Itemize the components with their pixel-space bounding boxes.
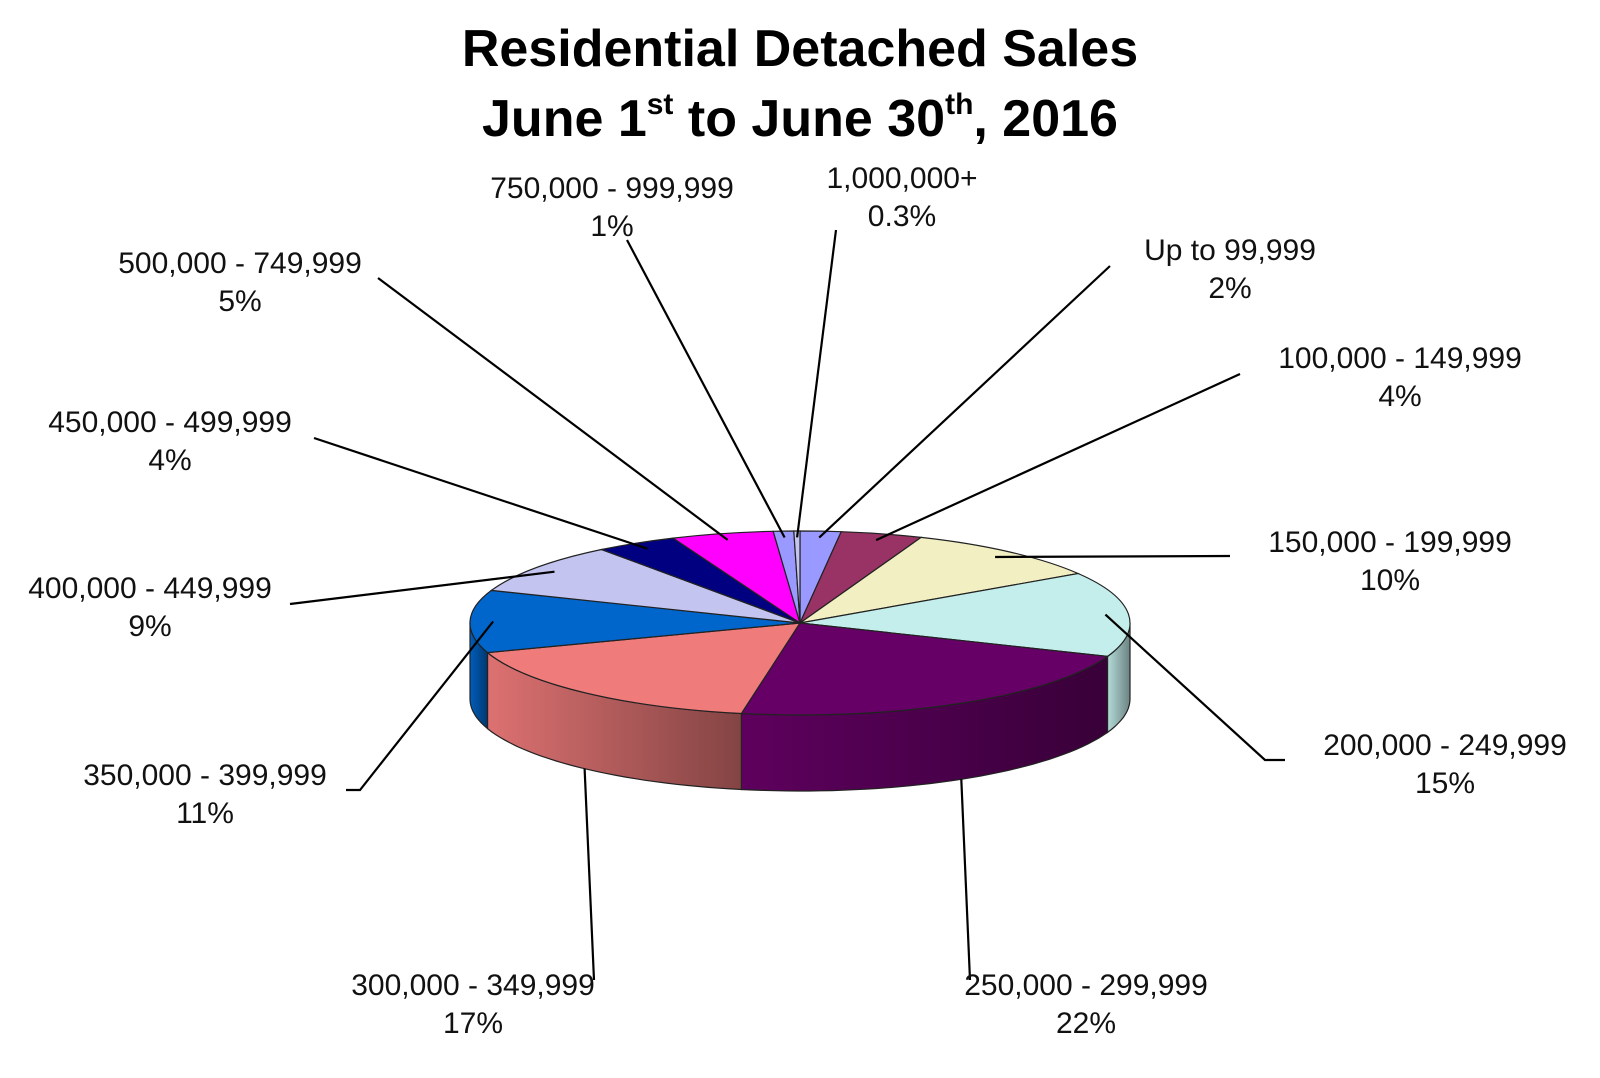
slice-percent-9: 4% [148,444,191,477]
slice-label-8: 400,000 - 449,999 [28,572,272,605]
leader-line-4 [1104,613,1285,762]
slice-label-1: Up to 99,999 [1144,234,1316,267]
slice-percent-11: 1% [590,210,633,243]
slice-7 [469,589,801,654]
slice-percent-5: 22% [1056,1007,1116,1040]
slice-percent-4: 15% [1415,767,1475,800]
leader-lines [289,229,1285,981]
slice-percent-12: 0.3% [868,200,936,233]
title-date-end: to June 30 [673,90,945,148]
slice-8 [489,548,801,624]
slice-label-3: 150,000 - 199,999 [1268,526,1512,559]
leader-line-12 [796,229,838,538]
slice-label-4: 200,000 - 249,999 [1323,729,1567,762]
title-line-1: Residential Detached Sales [462,20,1138,78]
title-sup-st: st [647,88,674,121]
slice-label-6: 300,000 - 349,999 [351,969,595,1002]
slice-percent-2: 4% [1378,380,1421,413]
leader-line-8 [289,570,555,606]
leader-line-3 [995,554,1231,559]
slice-label-7: 350,000 - 399,999 [83,759,327,792]
leader-line-9 [313,436,648,550]
slice-3 [799,536,1081,624]
slice-5 [740,622,1110,716]
leader-line-10 [377,277,729,541]
pie-slices [469,530,1131,716]
title-line-2: June 1st to June 30th, 2016 [482,88,1118,148]
slice-label-5: 250,000 - 299,999 [964,969,1208,1002]
chart-title: Residential Detached Sales June 1st to J… [462,20,1138,148]
slice-percent-10: 5% [218,285,261,318]
leader-line-11 [626,239,786,539]
leader-line-2 [875,372,1241,542]
slice-label-10: 500,000 - 749,999 [118,247,362,280]
title-year: , 2016 [973,90,1118,148]
slice-labels: Up to 99,999 2% 100,000 - 149,999 4% 150,000… [28,162,1567,1040]
slice-label-11: 750,000 - 999,999 [490,172,734,205]
slice-4 [799,572,1131,658]
slice-label-12: 1,000,000+ [827,162,978,195]
slice-percent-7: 11% [176,797,234,830]
leader-line-7 [346,620,494,792]
slice-percent-3: 10% [1360,564,1420,597]
slice-label-9: 450,000 - 499,999 [48,406,292,439]
leader-line-6 [583,768,596,981]
title-sup-th: th [945,88,973,121]
pie-sides [469,622,1131,792]
slice-percent-6: 17% [443,1007,503,1040]
leader-line-1 [818,265,1111,539]
slice-percent-1: 2% [1208,272,1251,305]
title-date-start: June 1 [482,90,647,148]
slice-label-2: 100,000 - 149,999 [1278,342,1522,375]
leader-line-5 [960,779,972,981]
slice-percent-8: 9% [128,610,171,643]
